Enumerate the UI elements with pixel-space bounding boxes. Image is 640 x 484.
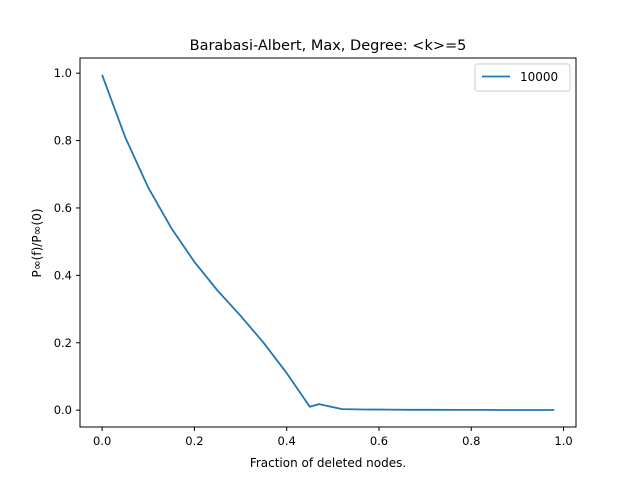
y-tick-label: 1.0 <box>54 66 72 80</box>
x-tick-label: 0.8 <box>462 434 480 448</box>
y-tick-label: 0.6 <box>54 201 72 215</box>
series-line-0 <box>101 74 555 411</box>
chart-title: Barabasi-Albert, Max, Degree: <k>=5 <box>190 38 467 54</box>
x-axis-label: Fraction of deleted nodes. <box>250 456 406 470</box>
y-tick-label: 0.8 <box>54 134 72 148</box>
plot-frame <box>79 57 577 428</box>
x-tick-label: 0.2 <box>185 434 203 448</box>
x-tick-label: 0.4 <box>278 434 296 448</box>
y-tick-label: 0.4 <box>54 268 72 282</box>
y-tick-label: 0.2 <box>54 336 72 350</box>
y-tick-label: 0.0 <box>54 403 72 417</box>
y-axis-label: P∞(f)/P∞(0) <box>30 208 44 277</box>
x-tick-label: 0.0 <box>93 434 111 448</box>
legend-box <box>474 63 571 92</box>
legend: 10000 <box>474 63 571 92</box>
legend-label: 10000 <box>520 70 558 84</box>
x-tick-label: 1.0 <box>554 434 572 448</box>
x-tick-label: 0.6 <box>370 434 388 448</box>
